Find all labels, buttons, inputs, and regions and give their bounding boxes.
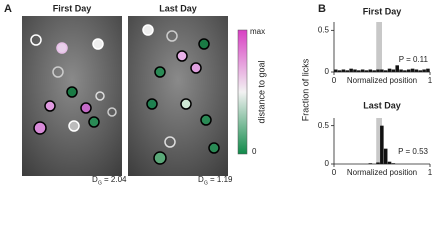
histogram-bar (380, 125, 384, 164)
histogram-bar (403, 70, 407, 72)
x-axis-label: Normalized position (347, 76, 417, 85)
metric-value: = 1.19 (210, 175, 233, 184)
y-tick-label: 0 (325, 67, 330, 76)
histogram-bar (334, 69, 338, 72)
histogram-bar (406, 69, 411, 72)
histogram-bar (376, 69, 380, 72)
colorbar-min: 0 (252, 147, 257, 156)
y-tick-label: 0 (325, 159, 330, 168)
colorbar-label: distance to goal (256, 60, 266, 123)
histogram-bar (418, 70, 423, 72)
annotation: P = 0.11 (399, 55, 429, 64)
histogram-bar (395, 65, 399, 72)
histogram-bar (368, 69, 373, 72)
figure: A First Day Last Day D G = 2.04 D G = 1.… (4, 3, 433, 186)
panel-label: B (318, 3, 326, 15)
annotation: P = 0.53 (398, 147, 428, 156)
chart-title: Last Day (363, 100, 401, 110)
x-tick-label: 0 (332, 76, 337, 85)
histogram-bar (353, 69, 357, 72)
x-tick-label: 0 (332, 168, 337, 177)
histogram-bar (426, 68, 430, 72)
x-tick-label: 1 (428, 76, 433, 85)
goal-zone (376, 22, 382, 72)
metric-subscript: G (204, 180, 208, 186)
histogram-bar (387, 68, 392, 72)
histogram-bar (364, 70, 369, 72)
metric-subscript: G (98, 180, 102, 186)
panel-label: A (4, 3, 12, 15)
histogram-bar (422, 69, 426, 72)
histogram-bar (345, 70, 350, 72)
goal-zone (376, 118, 382, 164)
y-tick-label: 0.5 (318, 121, 330, 130)
histogram-bar (341, 69, 346, 72)
histogram-bar (376, 162, 380, 164)
metric-symbol: D (198, 175, 204, 184)
histogram-bar (414, 69, 419, 72)
histogram-bar (383, 70, 388, 72)
colorbar (237, 29, 248, 155)
histogram-bar (383, 148, 388, 164)
x-tick-label: 1 (428, 168, 433, 177)
metric-label: D G = 2.04 D G = 1.19 (92, 175, 233, 186)
histogram-bar (410, 68, 415, 72)
histogram-bar (391, 69, 396, 72)
chart-title: First Day (363, 6, 402, 16)
metric-symbol: D (92, 175, 98, 184)
y-tick-label: 0.5 (318, 25, 330, 34)
histogram-bar (399, 69, 403, 72)
colorbar-max: max (250, 27, 265, 36)
histogram-bar (337, 70, 342, 72)
micrograph (22, 16, 228, 176)
y-axis-label: Fraction of licks (300, 58, 310, 121)
histogram-bar (357, 70, 361, 72)
histogram-bar (380, 69, 384, 72)
metric-value: = 2.04 (104, 175, 127, 184)
histogram-bar (372, 70, 376, 72)
image-title: Last Day (159, 3, 197, 13)
histogram-bar (360, 69, 365, 72)
x-axis-label: Normalized position (347, 168, 417, 177)
image-title: First Day (53, 3, 92, 13)
histogram-bar (349, 68, 353, 72)
histogram-bar (387, 161, 392, 164)
